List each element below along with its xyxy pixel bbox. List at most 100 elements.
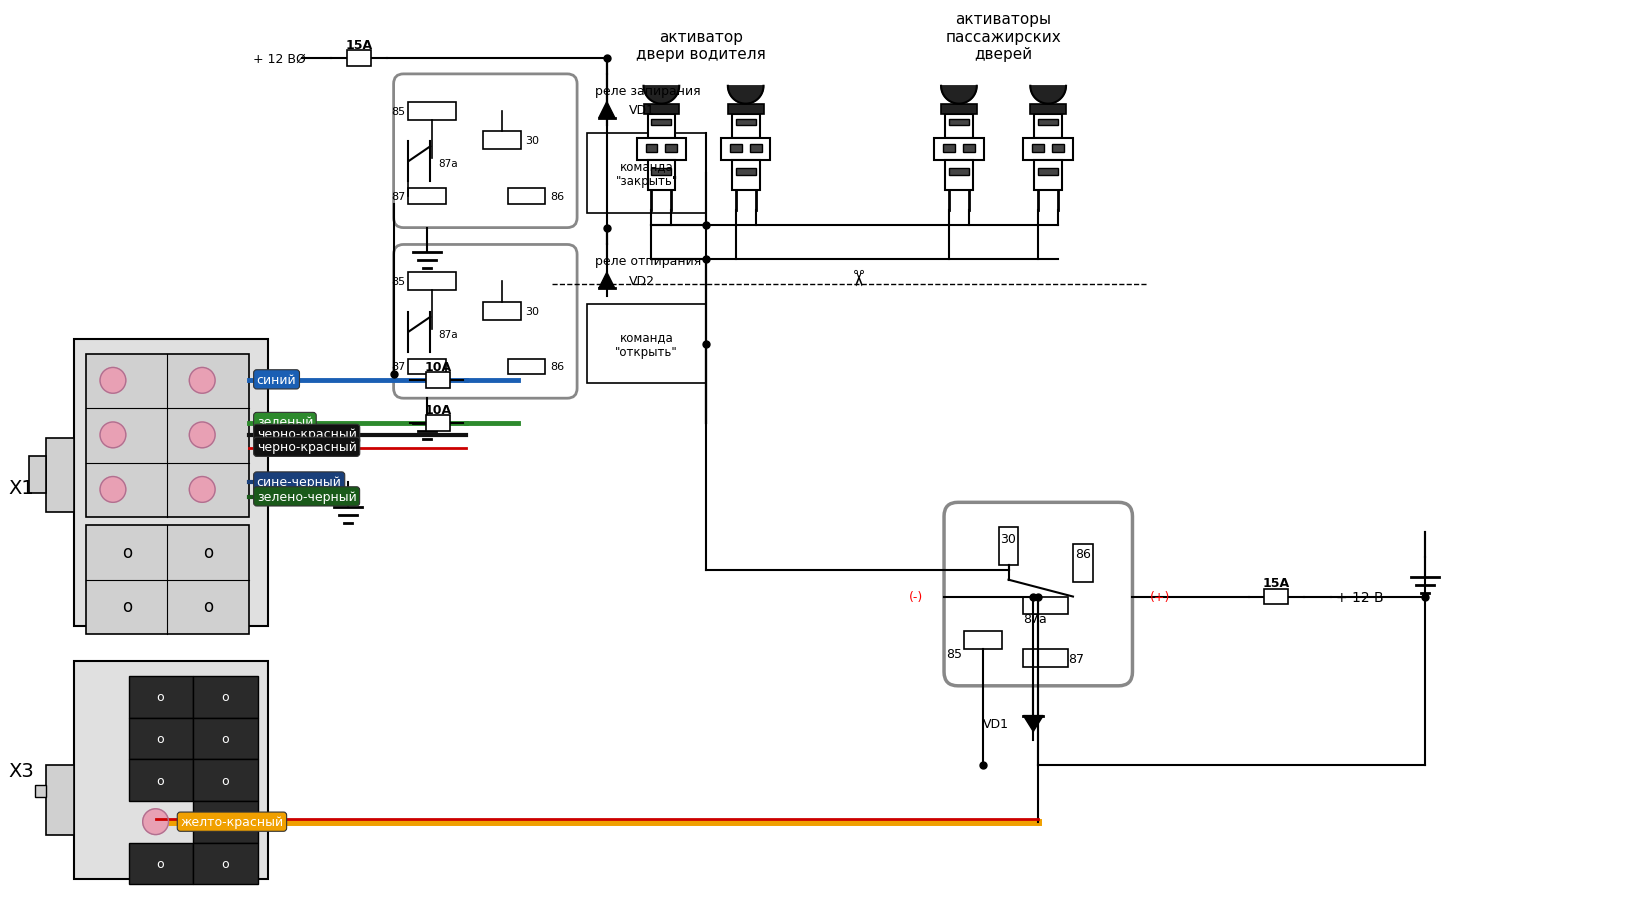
Bar [129, 842, 193, 884]
Polygon shape [728, 87, 763, 105]
Text: черно-красный: черно-красный [257, 441, 356, 454]
Polygon shape [941, 87, 977, 105]
Bar [1035, 115, 1061, 139]
Text: 15A: 15A [1262, 576, 1290, 590]
Bar [193, 676, 257, 718]
Bar [74, 340, 267, 627]
FancyBboxPatch shape [394, 246, 577, 399]
Bar [949, 119, 969, 126]
Bar [1023, 139, 1073, 161]
Bar [750, 145, 761, 154]
Bar [483, 303, 521, 321]
Text: 87: 87 [391, 362, 405, 372]
Circle shape [190, 477, 216, 503]
Polygon shape [1030, 87, 1066, 105]
Bar [587, 304, 705, 384]
Text: 87a: 87a [438, 159, 458, 169]
Text: команда
"открыть": команда "открыть" [615, 330, 677, 358]
Text: (-): (-) [910, 591, 923, 603]
Bar [193, 801, 257, 842]
Bar [483, 132, 521, 150]
Bar [46, 766, 74, 834]
Bar [409, 359, 447, 375]
Text: ✂: ✂ [845, 267, 865, 286]
Bar [943, 145, 954, 154]
Bar [1032, 145, 1045, 154]
Bar [1038, 169, 1058, 176]
Bar [1073, 545, 1093, 582]
FancyBboxPatch shape [394, 75, 577, 228]
Text: 85: 85 [391, 277, 405, 287]
Bar [409, 273, 456, 291]
Text: o: o [157, 691, 165, 703]
Bar [129, 676, 193, 718]
Bar [934, 139, 984, 161]
Text: 85: 85 [946, 647, 962, 660]
Bar [732, 161, 760, 191]
Text: + 12 В: + 12 В [1337, 590, 1383, 604]
Text: команда
"закрыть": команда "закрыть" [615, 160, 677, 188]
Circle shape [101, 477, 125, 503]
Bar [129, 718, 193, 759]
Bar [651, 169, 671, 176]
Text: X1: X1 [8, 479, 35, 498]
Text: o: o [221, 857, 229, 870]
Bar [35, 785, 46, 797]
Bar [86, 354, 249, 517]
Polygon shape [598, 103, 615, 118]
Polygon shape [598, 273, 615, 289]
Bar [427, 415, 450, 432]
Bar [735, 169, 755, 176]
Bar [74, 661, 267, 880]
Text: (+): (+) [1150, 591, 1170, 603]
Bar [1035, 161, 1061, 191]
Bar [949, 169, 969, 176]
Polygon shape [1023, 716, 1043, 731]
Bar [193, 842, 257, 884]
Bar [587, 135, 705, 213]
Text: o: o [157, 774, 165, 787]
Bar [1030, 105, 1066, 115]
Text: o: o [221, 774, 229, 787]
Text: 30: 30 [1000, 533, 1017, 545]
Text: реле запирания: реле запирания [595, 85, 700, 98]
Bar [636, 139, 686, 161]
Text: + 12 ВØ: + 12 ВØ [252, 52, 305, 65]
Circle shape [190, 368, 216, 394]
Bar [1023, 597, 1068, 615]
Polygon shape [643, 87, 679, 105]
Bar [193, 759, 257, 801]
Bar [999, 527, 1018, 565]
Text: 86: 86 [550, 362, 564, 372]
Bar [728, 105, 763, 115]
Text: желто-красный: желто-красный [180, 815, 283, 828]
Bar [730, 145, 742, 154]
Bar [1023, 649, 1068, 667]
Text: 10A: 10A [425, 360, 452, 374]
Bar [1051, 145, 1065, 154]
Bar [348, 51, 371, 67]
Text: o: o [157, 857, 165, 870]
Bar [1264, 589, 1289, 605]
Bar [129, 759, 193, 801]
Bar [1038, 119, 1058, 126]
Bar [944, 115, 972, 139]
Text: зеленый: зеленый [257, 416, 313, 429]
Text: o: o [221, 815, 229, 828]
Text: 86: 86 [550, 191, 564, 201]
Text: o: o [203, 544, 213, 562]
Text: активаторы
пассажирских
дверей: активаторы пассажирских дверей [946, 12, 1061, 62]
Text: 30: 30 [526, 307, 539, 317]
Bar [409, 189, 447, 205]
Text: синий: синий [257, 374, 297, 386]
Text: 87a: 87a [1023, 612, 1046, 625]
Bar [944, 161, 972, 191]
Bar [648, 115, 676, 139]
Bar [646, 145, 658, 154]
Bar [427, 373, 450, 389]
Bar [28, 456, 46, 494]
Bar [86, 526, 249, 635]
Circle shape [143, 809, 168, 834]
Circle shape [190, 423, 216, 448]
Bar [508, 359, 545, 375]
